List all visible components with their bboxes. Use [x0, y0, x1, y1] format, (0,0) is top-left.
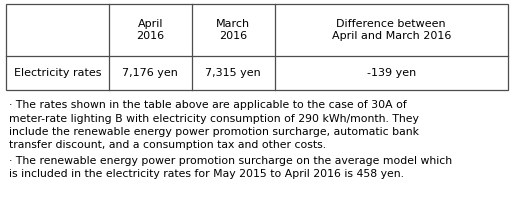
Text: -139 yen: -139 yen [367, 68, 416, 78]
Text: is included in the electricity rates for May 2015 to April 2016 is 458 yen.: is included in the electricity rates for… [9, 169, 404, 179]
Text: · The renewable energy power promotion surcharge on the average model which: · The renewable energy power promotion s… [9, 155, 452, 166]
Text: April
2016: April 2016 [136, 19, 164, 41]
Text: transfer discount, and a consumption tax and other costs.: transfer discount, and a consumption tax… [9, 140, 326, 150]
Text: Difference between
April and March 2016: Difference between April and March 2016 [332, 19, 451, 41]
Text: · The rates shown in the table above are applicable to the case of 30A of: · The rates shown in the table above are… [9, 100, 407, 110]
Text: 7,176 yen: 7,176 yen [123, 68, 178, 78]
Bar [6, 4, 508, 90]
Text: Electricity rates: Electricity rates [14, 68, 101, 78]
Text: include the renewable energy power promotion surcharge, automatic bank: include the renewable energy power promo… [9, 127, 419, 137]
Text: March
2016: March 2016 [216, 19, 250, 41]
Text: 7,315 yen: 7,315 yen [205, 68, 261, 78]
Text: meter-rate lighting B with electricity consumption of 290 kWh/month. They: meter-rate lighting B with electricity c… [9, 113, 419, 124]
